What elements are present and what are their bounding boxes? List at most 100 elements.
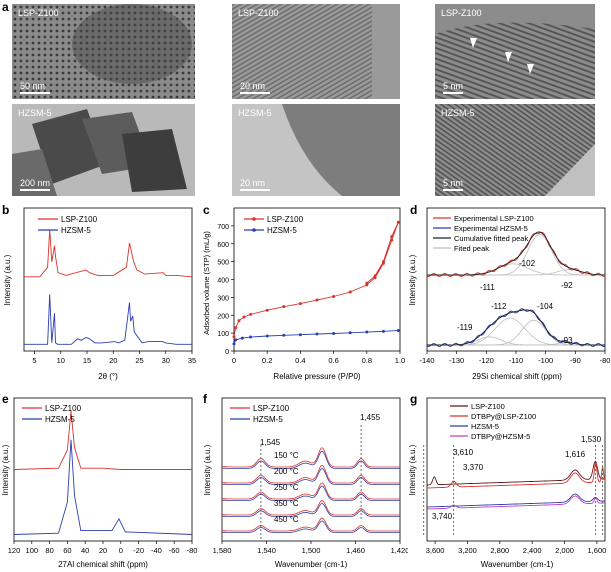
scale-bar: 50 nm xyxy=(20,81,50,94)
peak-label: 1,616 xyxy=(565,450,586,459)
data-point-hzsm5 xyxy=(365,330,369,334)
spectrum-hzsm5 xyxy=(221,468,400,485)
temp-label: 450 °C xyxy=(274,515,299,524)
data-point-lspz100 xyxy=(315,298,319,302)
panel-letter-b: b xyxy=(2,203,10,217)
scale-bar: 5 nm xyxy=(443,178,463,191)
x-tick-label: -120 xyxy=(479,356,494,365)
tem-label: LSP-Z100 xyxy=(441,8,482,18)
tem-image-lspz100-20nm: LSP-Z100 20 nm xyxy=(232,4,400,99)
si-nmr-chart: -140 -130 -120 -110 -100 -90 -80 Intensity (a.… xyxy=(408,207,611,381)
fitted-peak-hzsm5 xyxy=(427,317,605,346)
scale-bar: 5 nm xyxy=(443,81,463,94)
tem-label: HZSM-5 xyxy=(238,108,272,118)
x-tick-label: 3,200 xyxy=(458,546,477,555)
x-axis-label: 27Al chemical shift (ppm) xyxy=(58,560,148,569)
spectrum-hzsm5 xyxy=(221,485,400,501)
peak-label: 3,740 xyxy=(432,512,453,521)
data-point-lspz100 xyxy=(298,302,302,306)
data-point-hzsm5 xyxy=(298,333,302,337)
peak-label: -93 xyxy=(561,336,573,345)
y-axis-label: Intensity (a.u.) xyxy=(408,444,417,495)
y-tick-label: 0 xyxy=(225,349,229,356)
spectrum-lspz100 xyxy=(221,482,400,500)
peak-label: -104 xyxy=(537,302,554,311)
data-point-lspz100 xyxy=(365,281,369,285)
peak-label: 3,370 xyxy=(463,463,484,472)
y-axis-label: Intensity (a.u.) xyxy=(408,254,417,305)
data-point-hzsm5 xyxy=(332,331,336,335)
y-tick-label: 200 xyxy=(217,313,229,320)
legend-hzsm5: HZSM-5 xyxy=(267,226,297,235)
temp-label: 350 °C xyxy=(274,499,299,508)
tem-label: HZSM-5 xyxy=(18,108,52,118)
data-point-lspz100 xyxy=(234,326,238,330)
x-tick-label: 1,600 xyxy=(588,546,607,555)
x-axis-label: Wavenumber (cm-1) xyxy=(275,560,348,569)
spectrum-lspz100 xyxy=(222,517,400,532)
peak-label: -119 xyxy=(457,323,473,332)
tem-image-lspz100-5nm: LSP-Z100 5 nm xyxy=(435,4,595,99)
legend-cumulative: Cumulative fitted peak xyxy=(454,234,528,243)
x-tick-label: 120 xyxy=(8,546,21,555)
peak-label: -102 xyxy=(519,259,536,268)
data-point-hzsm5 xyxy=(232,342,236,346)
spectrum-hzsm5 xyxy=(222,450,400,469)
peak-label: 1,455 xyxy=(360,413,381,422)
y-axis-label: Adsorbed volume (STP) (mL/g) xyxy=(202,231,211,335)
x-tick-label: 60 xyxy=(63,546,71,555)
spectrum-dtbpy-hzsm5 xyxy=(427,495,605,510)
data-point-lspz100 xyxy=(265,308,269,312)
data-point-lspz100 xyxy=(282,305,286,309)
panel-letter-e: e xyxy=(2,392,9,406)
y-axis-label: Intensity (a.u.) xyxy=(1,444,10,495)
x-tick-label: 0 xyxy=(119,546,123,555)
x-tick-label: 100 xyxy=(26,546,39,555)
ftir-chart: 3,600 3,200 2,800 2,400 2,000 1,600 Intensity… xyxy=(408,397,607,569)
peak-label: 1,545 xyxy=(260,438,281,447)
x-tick-label: -140 xyxy=(419,356,434,365)
series-line-hzsm5 xyxy=(13,439,193,535)
temp-label: 200 °C xyxy=(274,467,299,476)
x-tick-label: -90 xyxy=(570,356,581,365)
panel-letter-a: a xyxy=(2,0,9,14)
y-tick-label: 400 xyxy=(217,278,229,285)
plot-frame xyxy=(426,397,606,542)
legend-dtbpy-lspz100: DTBPy@LSP-Z100 xyxy=(471,412,536,421)
legend-hzsm5: HZSM-5 xyxy=(61,226,91,235)
x-tick-label: 0.4 xyxy=(295,356,305,365)
data-point-lspz100 xyxy=(381,260,385,264)
peak-label: 1,530 xyxy=(581,435,602,444)
data-point-hzsm5 xyxy=(234,338,238,342)
series-line-lspz100 xyxy=(13,410,192,470)
data-point-lspz100 xyxy=(348,290,352,294)
x-tick-label: 2,400 xyxy=(523,546,542,555)
x-tick-label: -80 xyxy=(600,356,611,365)
spectrum-dtbpy-lspz100 xyxy=(427,462,606,489)
x-tick-label: -130 xyxy=(449,356,464,365)
legend-lspz100: LSP-Z100 xyxy=(45,404,82,413)
legend-lspz100: LSP-Z100 xyxy=(61,215,98,224)
x-tick-label: 2,000 xyxy=(555,546,574,555)
data-point-hzsm5 xyxy=(348,331,352,335)
data-point-hzsm5 xyxy=(249,335,253,339)
data-point-lspz100 xyxy=(249,312,253,316)
series-line-hzsm5 xyxy=(24,294,192,345)
x-tick-label: 35 xyxy=(188,356,196,365)
x-axis-label: Wavenumber (cm-1) xyxy=(481,560,554,569)
x-tick-label: 1.0 xyxy=(395,356,405,365)
x-tick-label: 20 xyxy=(109,356,117,365)
x-tick-label: -80 xyxy=(187,546,198,555)
y-axis-label: Intensity (a.u.) xyxy=(203,444,212,495)
tem-label: HZSM-5 xyxy=(441,108,475,118)
tem-image-hzsm5-5nm: HZSM-5 5 nm xyxy=(435,104,595,196)
y-tick-label: 500 xyxy=(217,260,229,267)
data-point-lspz100 xyxy=(332,294,336,298)
spectrum-lspz100 xyxy=(221,447,400,468)
legend-fitted: Fited peak xyxy=(454,244,489,253)
panel-letter-f: f xyxy=(203,392,207,406)
al-nmr-chart: 120 100 80 60 40 20 0 -20 -40 -60 -80 Intensity (a… xyxy=(1,397,198,569)
isotherm-chart: 0 0.2 0.4 0.6 0.8 1.0 0 100 200 300 400 500 600 700 A… xyxy=(202,207,405,381)
data-point-hzsm5 xyxy=(265,334,269,338)
data-point-hzsm5 xyxy=(396,328,400,332)
